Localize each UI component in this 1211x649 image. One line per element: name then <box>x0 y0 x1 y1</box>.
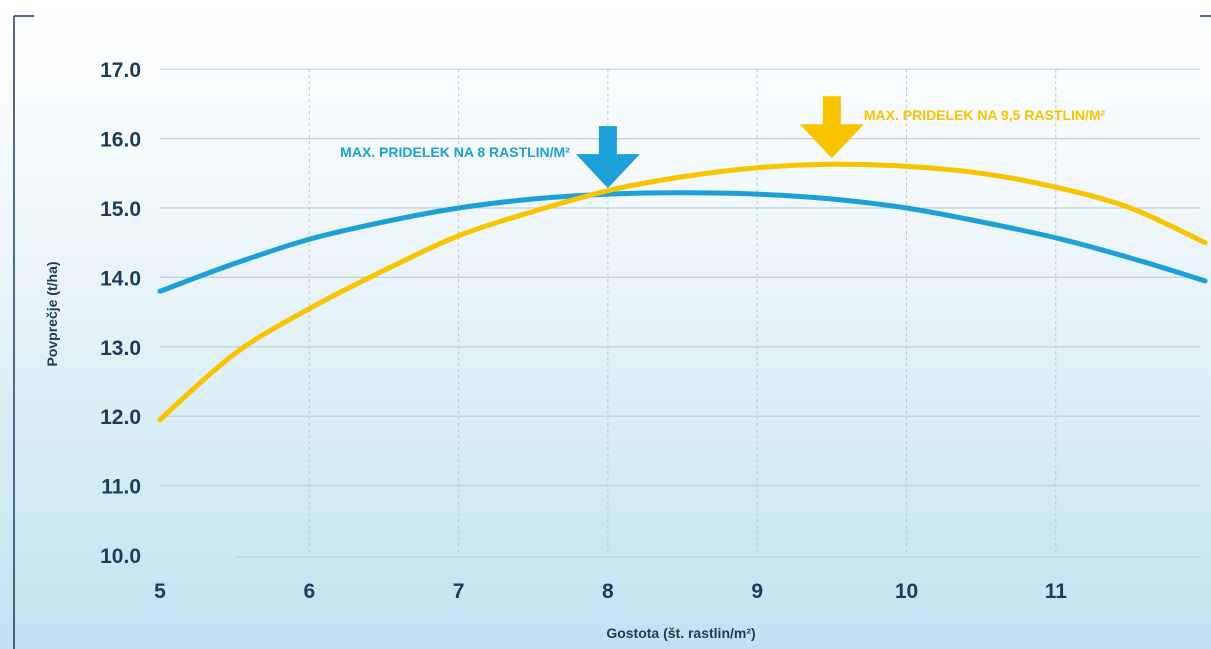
series-line-1 <box>157 161 1208 423</box>
chart-frame <box>13 15 1211 649</box>
x-tick-label: 11 <box>1045 580 1068 603</box>
y-tick-label: 12.0 <box>100 406 141 429</box>
x-tick-label: 10 <box>895 580 918 603</box>
annotation-label: MAX. PRIDELEK NA 9,5 RASTLIN/M² <box>864 107 1106 123</box>
x-tick-label: 5 <box>154 580 166 603</box>
x-tick-label: 8 <box>602 580 614 603</box>
y-tick-label: 10.0 <box>100 545 141 568</box>
series-line-0 <box>157 190 1208 294</box>
annotations: MAX. PRIDELEK NA 8 RASTLIN/M² MAX. PRIDEL… <box>340 96 1106 189</box>
x-axis-ticks: 5 6 7 8 9 10 11 <box>154 580 1067 603</box>
y-tick-label: 11.0 <box>101 476 141 499</box>
y-tick-label: 13.0 <box>100 337 141 360</box>
y-tick-label: 17.0 <box>100 59 141 82</box>
y-axis-title: Povprečje (t/ha) <box>44 261 60 366</box>
down-arrow-icon <box>575 126 640 189</box>
horizontal-gridlines <box>160 68 1200 558</box>
x-tick-label: 6 <box>303 580 315 603</box>
annotation-0: MAX. PRIDELEK NA 8 RASTLIN/M² <box>340 126 640 189</box>
down-arrow-icon <box>799 96 864 159</box>
annotation-label: MAX. PRIDELEK NA 8 RASTLIN/M² <box>340 144 570 160</box>
x-tick-label: 7 <box>453 580 465 603</box>
series-lines <box>157 161 1208 423</box>
annotation-1: MAX. PRIDELEK NA 9,5 RASTLIN/M² <box>799 96 1106 159</box>
vertical-gridlines <box>308 69 1057 555</box>
x-axis-title: Gostota (št. rastlin/m²) <box>606 625 755 641</box>
y-tick-label: 15.0 <box>100 198 141 221</box>
x-tick-label: 9 <box>751 580 763 603</box>
y-tick-label: 16.0 <box>100 129 141 152</box>
y-axis-ticks: 10.0 11.0 12.0 13.0 14.0 15.0 16.0 17.0 <box>100 59 141 568</box>
y-tick-label: 14.0 <box>100 267 141 290</box>
